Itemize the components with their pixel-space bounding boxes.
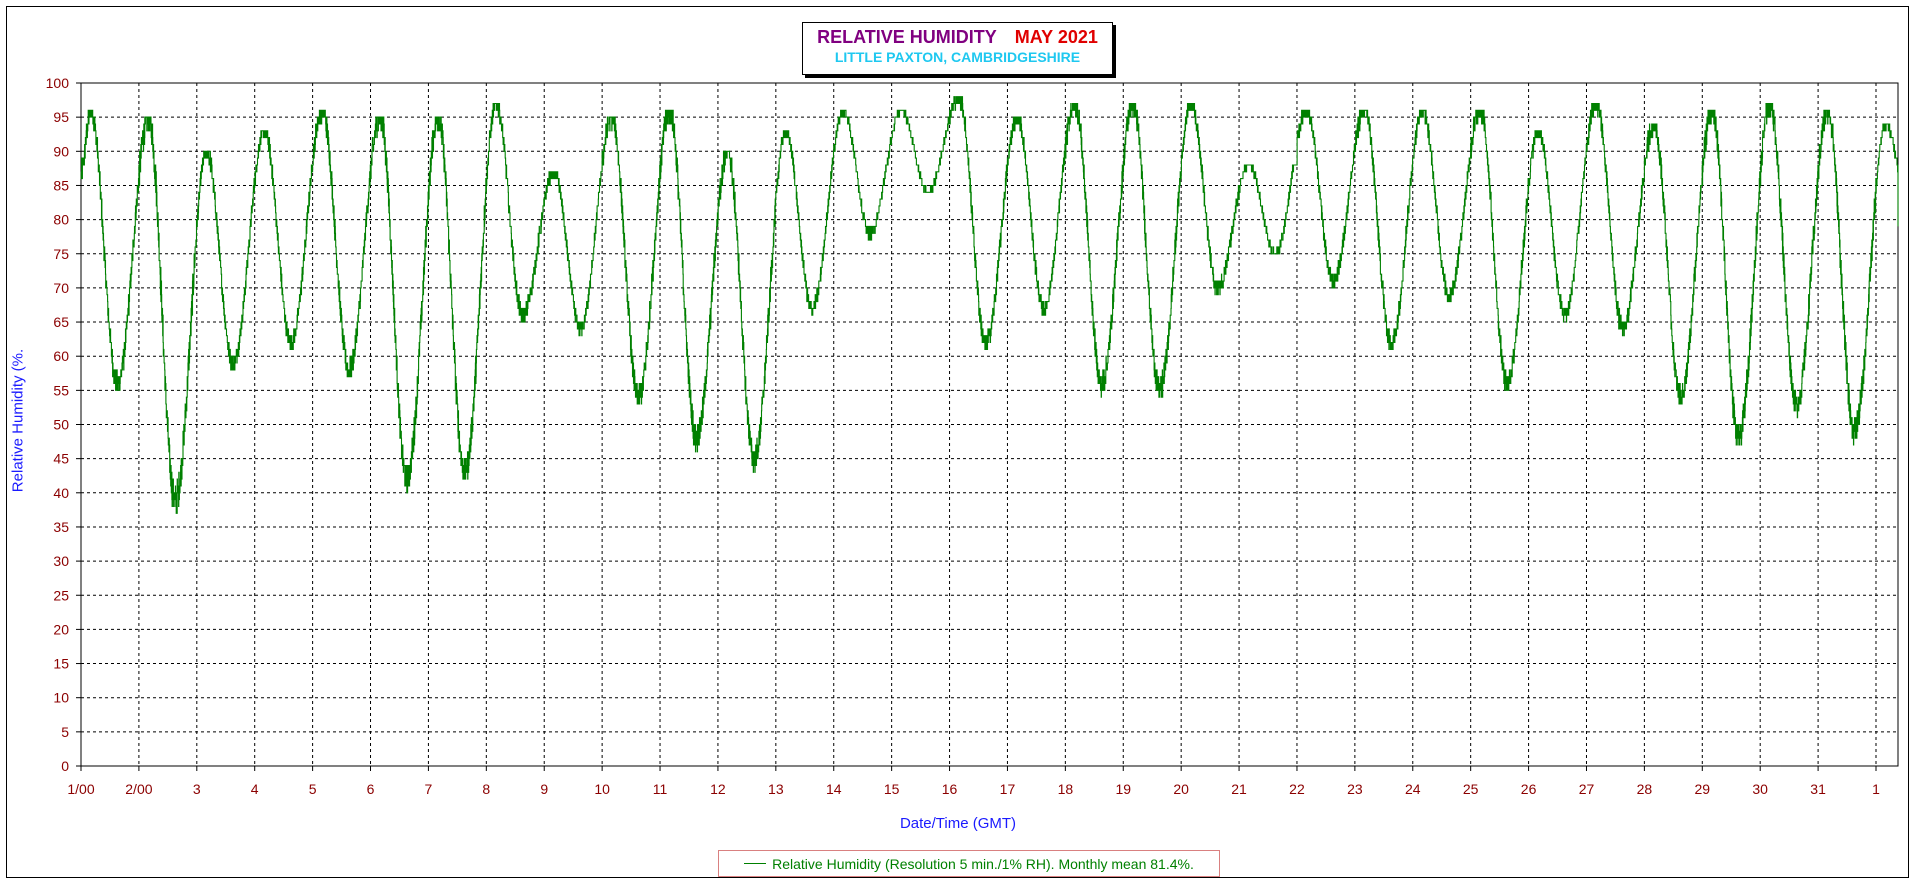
x-tick-label: 10	[594, 781, 610, 797]
x-tick-label: 7	[425, 781, 433, 797]
x-tick-label: 28	[1637, 781, 1653, 797]
y-tick-label: 90	[53, 143, 69, 159]
x-tick-label: 20	[1173, 781, 1189, 797]
x-tick-label: 14	[826, 781, 842, 797]
x-tick-label: 17	[1000, 781, 1016, 797]
chart-title-line: RELATIVE HUMIDITY MAY 2021	[803, 27, 1112, 48]
y-axis-label: Relative Humidity (%.	[9, 348, 27, 493]
y-tick-label: 30	[53, 553, 69, 569]
y-tick-label: 75	[53, 246, 69, 262]
y-tick-label: 20	[53, 621, 69, 637]
x-axis-label: Date/Time (GMT)	[899, 815, 1017, 832]
grid-lines	[81, 83, 1898, 766]
x-tick-label: 8	[482, 781, 490, 797]
legend: Relative Humidity (Resolution 5 min./1% …	[718, 850, 1220, 877]
y-axis-ticks: 0 5 10 15 20 25 30 35 40 45 50 55 60 65 70 75 80 85 90 95 10…	[46, 75, 81, 774]
y-tick-label: 10	[53, 690, 69, 706]
chart-frame	[6, 6, 1909, 878]
y-tick-label: 95	[53, 109, 69, 125]
y-tick-label: 100	[46, 75, 70, 91]
chart-title: RELATIVE HUMIDITY	[817, 27, 997, 47]
x-tick-label: 3	[193, 781, 201, 797]
y-tick-label: 50	[53, 417, 69, 433]
x-tick-label: 18	[1058, 781, 1074, 797]
x-tick-label: 2/00	[125, 781, 152, 797]
chart-title-box: RELATIVE HUMIDITY MAY 2021 LITTLE PAXTON,…	[802, 22, 1113, 75]
y-tick-label: 25	[53, 587, 69, 603]
y-tick-label: 80	[53, 212, 69, 228]
x-tick-label: 6	[367, 781, 375, 797]
x-tick-label: 16	[942, 781, 958, 797]
y-tick-label: 15	[53, 656, 69, 672]
x-tick-label: 23	[1347, 781, 1363, 797]
x-tick-label: 27	[1579, 781, 1595, 797]
x-tick-label: 22	[1289, 781, 1305, 797]
x-axis-ticks: 1/00 2/00 3 4 5 6 7 8 9 10 11 12 13 14 15 16 17 18 19 20 21 2…	[67, 766, 1880, 797]
x-tick-label: 1	[1872, 781, 1880, 797]
y-tick-label: 60	[53, 348, 69, 364]
y-tick-label: 85	[53, 177, 69, 193]
y-tick-label: 5	[61, 724, 69, 740]
x-tick-label: 15	[884, 781, 900, 797]
x-tick-label: 30	[1752, 781, 1768, 797]
y-tick-label: 35	[53, 519, 69, 535]
x-tick-label: 19	[1115, 781, 1131, 797]
y-tick-label: 40	[53, 485, 69, 501]
x-tick-label: 13	[768, 781, 784, 797]
y-tick-label: 70	[53, 280, 69, 296]
chart-subtitle: LITTLE PAXTON, CAMBRIDGESHIRE	[834, 49, 1081, 65]
x-tick-label: 1/00	[67, 781, 94, 797]
y-tick-label: 45	[53, 451, 69, 467]
legend-swatch	[744, 863, 767, 864]
x-tick-label: 31	[1810, 781, 1826, 797]
x-tick-label: 12	[710, 781, 726, 797]
x-tick-label: 21	[1231, 781, 1247, 797]
x-tick-label: 9	[540, 781, 548, 797]
x-tick-label: 11	[653, 781, 668, 797]
x-tick-label: 29	[1694, 781, 1710, 797]
y-tick-label: 65	[53, 314, 69, 330]
y-tick-label: 0	[61, 758, 69, 774]
x-tick-label: 24	[1405, 781, 1421, 797]
x-tick-label: 4	[251, 781, 259, 797]
x-tick-label: 25	[1463, 781, 1479, 797]
y-tick-label: 55	[53, 382, 69, 398]
series-line-relative-humidity	[80, 96, 1899, 514]
chart-title-month: MAY 2021	[1014, 27, 1098, 47]
x-tick-label: 5	[309, 781, 317, 797]
legend-entry: Relative Humidity (Resolution 5 min./1% …	[772, 855, 1194, 872]
x-tick-label: 26	[1521, 781, 1537, 797]
